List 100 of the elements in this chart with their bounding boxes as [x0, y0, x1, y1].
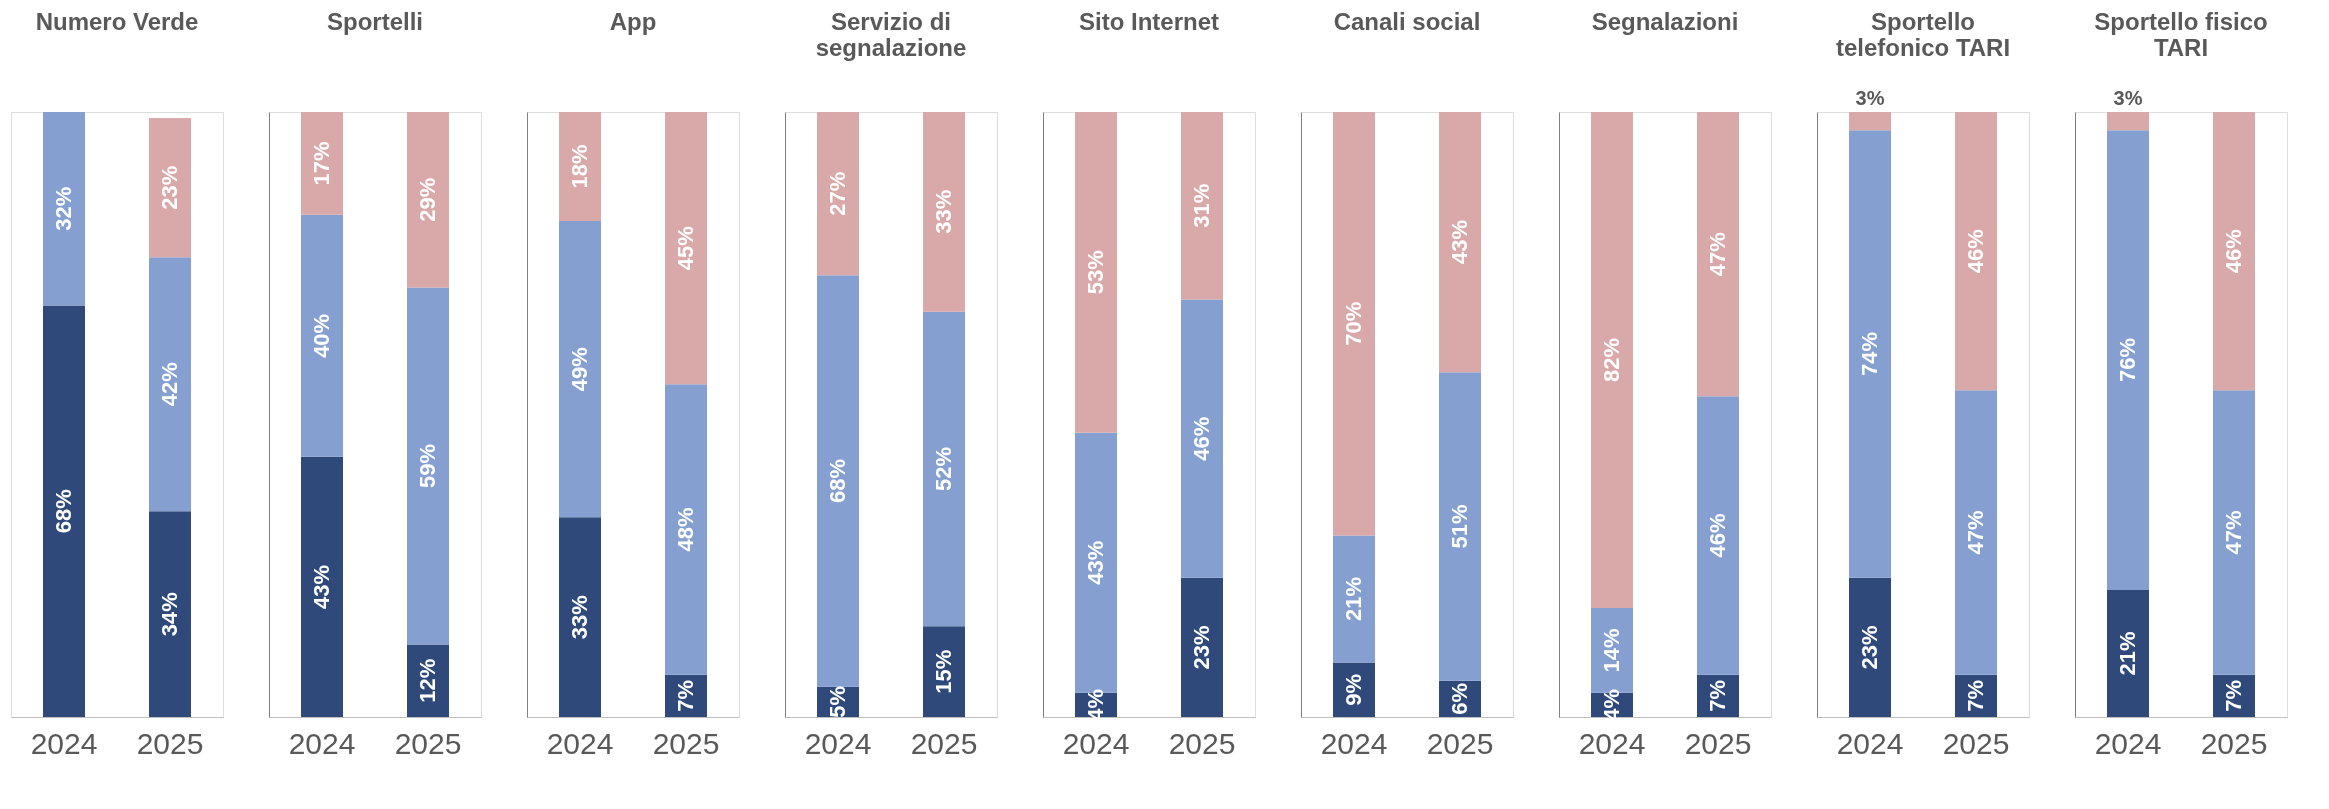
data-label: 51%: [1447, 504, 1472, 549]
data-label: 7%: [673, 679, 698, 712]
bar: [1955, 112, 1997, 391]
chart-title: Numero Verde: [35, 8, 199, 35]
data-label: 6%: [1447, 682, 1472, 715]
chart-title: Sito Internet: [1078, 8, 1220, 35]
chart-title: Canali social: [1333, 8, 1481, 35]
x-tick-label: 2024: [288, 726, 356, 760]
x-tick-label: 2024: [1836, 726, 1904, 760]
data-label: 40%: [309, 313, 334, 358]
data-label: 23%: [157, 165, 182, 210]
data-label: 18%: [567, 144, 592, 189]
chart-title: Segnalazioni: [1591, 8, 1739, 35]
data-label: 46%: [1963, 229, 1988, 274]
data-label: 53%: [1083, 250, 1108, 295]
x-tick-label: 2024: [1320, 726, 1388, 760]
data-label: 21%: [1341, 577, 1366, 622]
chart-title: Sportelli: [326, 8, 424, 35]
x-tick-label: 2025: [1684, 726, 1752, 760]
data-label: 33%: [931, 189, 956, 234]
data-label: 34%: [157, 592, 182, 637]
bar: [817, 275, 859, 687]
data-label: 29%: [415, 177, 440, 222]
data-label: 12%: [415, 658, 440, 703]
x-tick-label: 2025: [1426, 726, 1494, 760]
data-label: 46%: [2221, 229, 2246, 274]
data-label: 68%: [825, 459, 850, 504]
bar: [1333, 112, 1375, 536]
data-label: 7%: [2221, 679, 2246, 712]
bar: [1439, 112, 1481, 373]
bar: [1697, 112, 1739, 397]
x-tick-label: 2025: [394, 726, 462, 760]
bar: [1849, 577, 1891, 717]
x-tick-label: 2024: [30, 726, 98, 760]
data-label: 47%: [2221, 510, 2246, 555]
data-label: 43%: [1083, 540, 1108, 585]
data-label: 52%: [931, 446, 956, 491]
bar: [301, 112, 343, 215]
data-label: 76%: [2115, 338, 2140, 383]
data-label: 46%: [1705, 513, 1730, 558]
bar: [1849, 130, 1891, 578]
bar: [1591, 112, 1633, 609]
bar: [149, 257, 191, 512]
data-label: 27%: [825, 171, 850, 216]
data-label: 59%: [415, 443, 440, 488]
x-tick-label: 2025: [652, 726, 720, 760]
bar: [923, 626, 965, 717]
chart-title: Sportello fisico TARI: [2094, 8, 2268, 61]
data-label: 9%: [1341, 673, 1366, 706]
data-label: 31%: [1189, 183, 1214, 228]
bar: [1181, 112, 1223, 300]
data-label: 74%: [1857, 331, 1882, 377]
data-label: 3%: [1855, 87, 1885, 109]
data-label: 48%: [673, 507, 698, 552]
data-label: 14%: [1599, 628, 1624, 673]
x-tick-label: 2024: [804, 726, 872, 760]
data-label: 49%: [567, 347, 592, 392]
x-tick-label: 2024: [1062, 726, 1130, 760]
data-label: 47%: [1705, 232, 1730, 277]
data-label: 5%: [825, 685, 850, 718]
data-label: 23%: [1857, 625, 1882, 670]
bar: [1697, 396, 1739, 675]
data-label: 4%: [1599, 689, 1624, 721]
bar: [2107, 112, 2149, 131]
bar: [1955, 390, 1997, 675]
bar: [407, 287, 449, 645]
bar: [43, 112, 85, 306]
bar: [1181, 577, 1223, 717]
bar: [2107, 589, 2149, 717]
data-label: 15%: [931, 649, 956, 694]
bar: [149, 511, 191, 717]
data-label: 21%: [2115, 631, 2140, 676]
bar: [559, 517, 601, 717]
data-label: 45%: [673, 226, 698, 271]
bar: [301, 214, 343, 457]
data-label: 46%: [1189, 416, 1214, 461]
x-tick-label: 2024: [546, 726, 614, 760]
bar: [1181, 299, 1223, 578]
bar: [1333, 535, 1375, 663]
bar: [1075, 112, 1117, 433]
bar: [43, 305, 85, 717]
bar: [1439, 372, 1481, 681]
bar: [665, 112, 707, 385]
chart-title: Servizio di segnalazione: [815, 8, 967, 61]
x-tick-label: 2024: [2094, 726, 2162, 760]
data-label: 32%: [51, 186, 76, 231]
data-label: 43%: [309, 564, 334, 609]
data-label: 68%: [51, 489, 76, 534]
bar: [2107, 130, 2149, 590]
data-label: 3%: [2113, 87, 2143, 109]
bar: [149, 118, 191, 258]
bar: [559, 112, 601, 221]
x-tick-label: 2025: [2200, 726, 2268, 760]
bar: [301, 456, 343, 717]
data-label: 82%: [1599, 338, 1624, 383]
data-label: 70%: [1341, 301, 1366, 346]
bar: [1849, 112, 1891, 131]
x-tick-label: 2025: [1168, 726, 1236, 760]
chart-title: Sportello telefonico TARI: [1835, 8, 2011, 61]
data-label: 7%: [1963, 679, 1988, 712]
